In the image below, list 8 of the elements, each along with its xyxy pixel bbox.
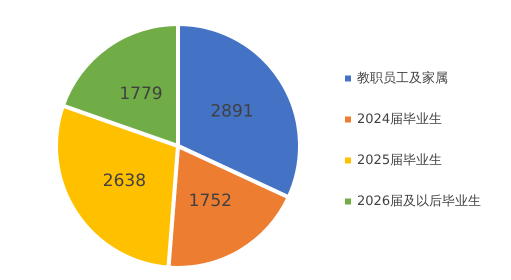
data-label: 2638 [102,170,146,191]
data-label: 1752 [188,191,232,212]
legend-label: 教职员工及家属 [357,70,448,86]
legend-label: 2025届毕业生 [357,153,442,168]
data-label: 1779 [119,84,163,104]
data-label: 2891 [210,102,254,122]
legend-label: 2026届及以后毕业生 [357,194,482,209]
legend-label: 2024届毕业生 [357,112,442,127]
